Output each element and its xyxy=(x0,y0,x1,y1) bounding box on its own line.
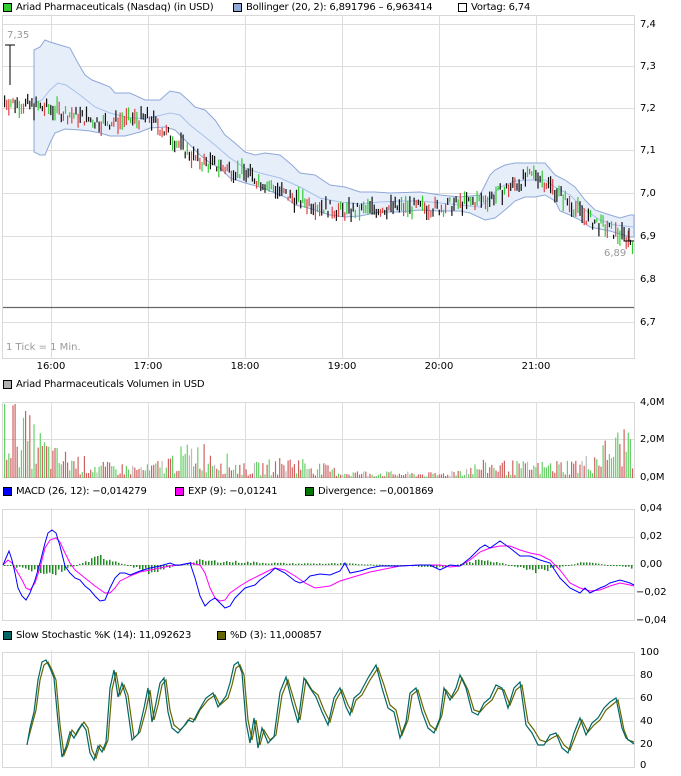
macd-line xyxy=(2,529,635,609)
legend-label: %D (3): 11,000857 xyxy=(230,629,322,641)
exp-line xyxy=(2,537,635,602)
vortag-swatch-icon xyxy=(458,2,467,12)
price-chart-svg xyxy=(2,15,635,359)
legend-label: EXP (9): −0,01241 xyxy=(188,485,278,497)
macd-chart: 0,04 0,02 0,00 −0,02 −0,04 xyxy=(0,503,681,626)
stoch-d-swatch-icon xyxy=(217,630,226,640)
price-legend: Ariad Pharmaceuticals (Nasdaq) (in USD) … xyxy=(0,0,681,14)
bollinger-swatch-icon xyxy=(233,2,242,12)
legend-item-divergence: Divergence: −0,001869 xyxy=(305,484,434,498)
stoch-chart: 100 80 60 40 20 0 xyxy=(0,647,681,776)
legend-label: MACD (26, 12): −0,014279 xyxy=(16,485,147,497)
stoch-chart-svg xyxy=(2,650,635,768)
legend-item-stoch-k: Slow Stochastic %K (14): 11,092623 xyxy=(3,628,191,642)
legend-item-stoch-d: %D (3): 11,000857 xyxy=(217,628,322,642)
time-axis: 16:00 17:00 18:00 19:00 20:00 21:00 xyxy=(0,361,681,375)
y-tick: 7,4 xyxy=(640,19,656,30)
y-tick: 0 xyxy=(640,760,647,771)
y-tick: 0,02 xyxy=(640,531,663,542)
legend-item-volume: Ariad Pharmaceuticals Volumen in USD xyxy=(3,377,205,391)
y-tick: −0,02 xyxy=(636,587,667,598)
volume-bars xyxy=(4,404,634,478)
stoch-d-line xyxy=(27,661,635,760)
macd-swatch-icon xyxy=(3,486,12,496)
price-bars xyxy=(4,93,634,255)
legend-label: Slow Stochastic %K (14): 11,092623 xyxy=(16,629,192,641)
bollinger-band xyxy=(33,39,635,238)
stoch-k-swatch-icon xyxy=(3,630,12,640)
stoch-k-line xyxy=(26,659,635,762)
volume-legend: Ariad Pharmaceuticals Volumen in USD xyxy=(0,377,681,391)
high-price-label: 7,35 xyxy=(7,30,30,41)
x-tick: 16:00 xyxy=(36,361,66,372)
y-tick: −0,04 xyxy=(636,615,667,626)
y-tick: 4,0M xyxy=(640,397,665,408)
stoch-legend: Slow Stochastic %K (14): 11,092623 %D (3… xyxy=(0,628,681,642)
low-price-label: 6,89 xyxy=(604,248,627,259)
legend-label: Vortag: 6,74 xyxy=(471,1,531,13)
x-tick: 21:00 xyxy=(521,361,551,372)
y-tick: 60 xyxy=(640,693,653,704)
y-tick: 0,0M xyxy=(640,472,665,483)
y-tick: 0,04 xyxy=(640,503,663,514)
legend-item-macd: MACD (26, 12): −0,014279 xyxy=(3,484,147,498)
volume-swatch-icon xyxy=(3,379,12,389)
y-tick: 40 xyxy=(640,716,653,727)
legend-label: Bollinger (20, 2): 6,891796 – 6,963414 xyxy=(246,1,433,13)
y-tick: 7,0 xyxy=(640,188,656,199)
price-chart: 7,35 6,89 1 Tick = 1 Min. 7,4 7,3 7,2 7,… xyxy=(0,15,681,360)
y-tick: 7,2 xyxy=(640,103,656,114)
divergence-swatch-icon xyxy=(305,486,314,496)
y-tick: 100 xyxy=(640,647,660,658)
legend-label: Divergence: −0,001869 xyxy=(318,485,434,497)
legend-label: Ariad Pharmaceuticals (Nasdaq) (in USD) xyxy=(16,1,214,13)
y-tick: 6,9 xyxy=(640,231,656,242)
tick-note: 1 Tick = 1 Min. xyxy=(6,342,81,353)
legend-label: Ariad Pharmaceuticals Volumen in USD xyxy=(16,378,205,390)
x-tick: 17:00 xyxy=(133,361,163,372)
price-swatch-icon xyxy=(3,2,12,12)
y-tick: 6,7 xyxy=(640,317,656,328)
exp-swatch-icon xyxy=(175,486,184,496)
legend-item-exp: EXP (9): −0,01241 xyxy=(175,484,278,498)
y-tick: 20 xyxy=(640,739,653,750)
macd-chart-svg xyxy=(2,508,635,621)
y-tick: 2,0M xyxy=(640,434,665,445)
x-tick: 18:00 xyxy=(230,361,260,372)
y-tick: 80 xyxy=(640,670,653,681)
macd-legend: MACD (26, 12): −0,014279 EXP (9): −0,012… xyxy=(0,484,681,498)
y-tick: 7,3 xyxy=(640,61,656,72)
x-tick: 20:00 xyxy=(424,361,454,372)
y-tick: 6,8 xyxy=(640,274,656,285)
volume-chart-svg xyxy=(2,402,635,478)
legend-item-price: Ariad Pharmaceuticals (Nasdaq) (in USD) xyxy=(3,0,214,14)
y-tick: 0,00 xyxy=(640,559,663,570)
legend-item-vortag: Vortag: 6,74 xyxy=(458,0,530,14)
x-tick: 19:00 xyxy=(327,361,357,372)
volume-chart: 4,0M 2,0M 0,0M xyxy=(0,397,681,483)
y-tick: 7,1 xyxy=(640,145,656,156)
legend-item-bollinger: Bollinger (20, 2): 6,891796 – 6,963414 xyxy=(233,0,433,14)
